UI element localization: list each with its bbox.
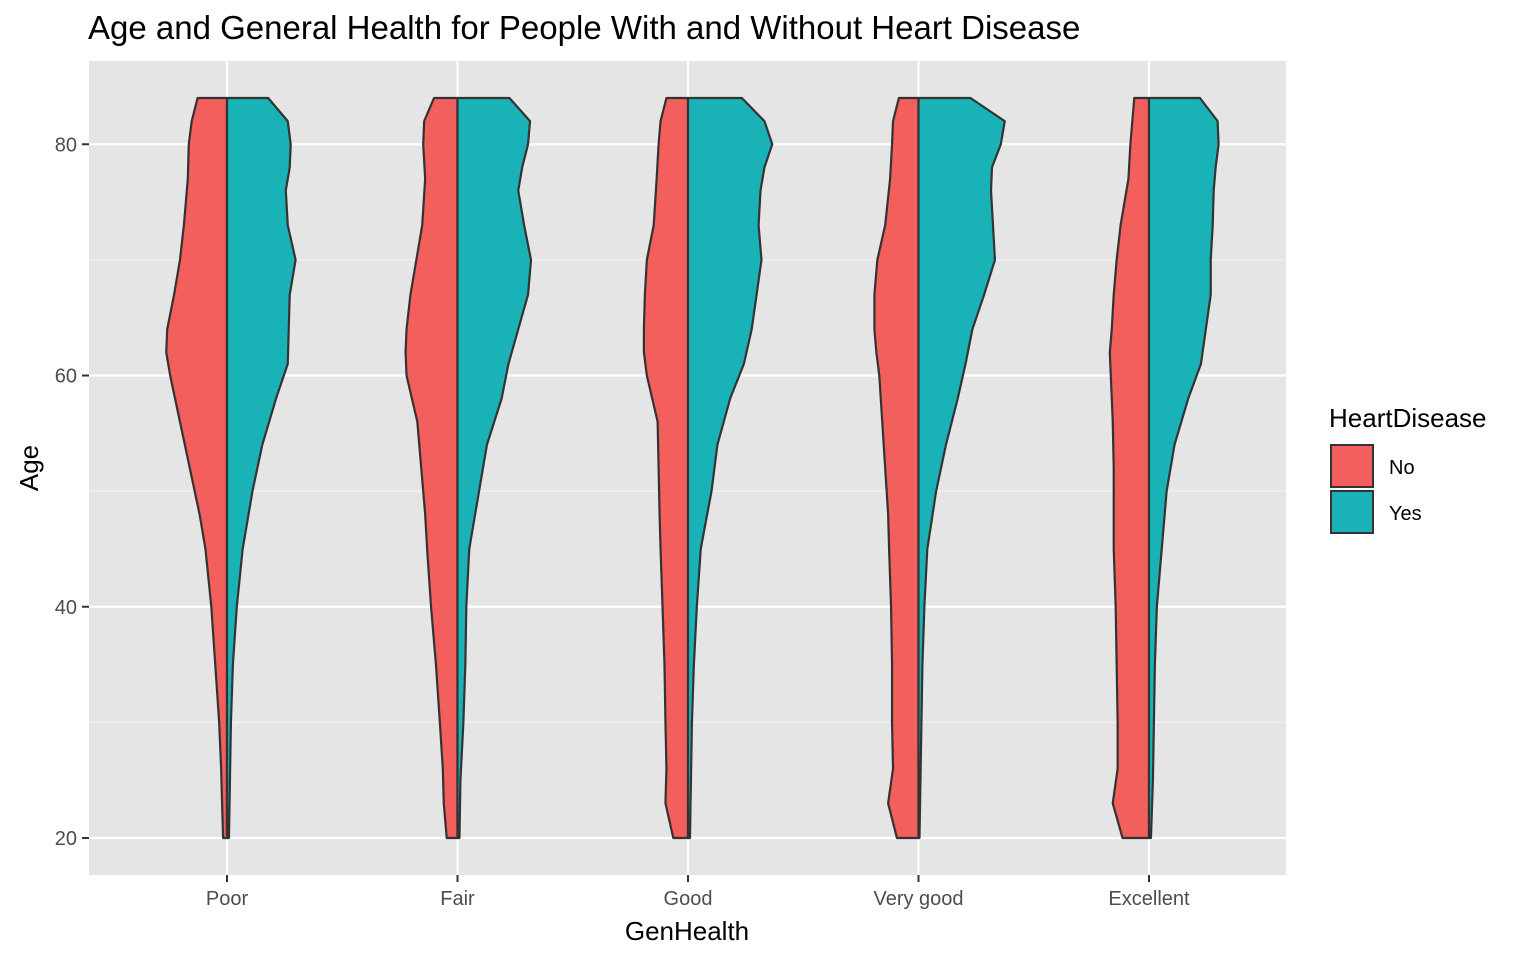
x-tick-label: Fair	[440, 888, 475, 910]
x-tick-label: Very good	[873, 888, 963, 910]
violin-yes-very-good	[917, 96, 1006, 840]
x-tick-label: Good	[664, 888, 713, 910]
legend-label-yes: Yes	[1389, 503, 1422, 525]
y-axis-title: Age	[14, 445, 44, 491]
legend: HeartDisease No Yes	[1329, 403, 1487, 534]
legend-label-no: No	[1389, 457, 1415, 479]
axes: 20 40 60 80 Poor Fair Good Very good Excellent	[55, 134, 1190, 910]
violin-no-excellent	[1108, 96, 1151, 840]
violins	[165, 96, 1220, 840]
violin-yes-poor	[225, 96, 297, 840]
legend-key-yes	[1330, 490, 1374, 534]
legend-key-no	[1330, 444, 1374, 488]
violin-no-good	[642, 96, 690, 840]
x-tick-label: Excellent	[1108, 888, 1190, 910]
violin-yes-fair	[456, 96, 533, 840]
chart-title: Age and General Health for People With a…	[88, 9, 1080, 46]
violin-no-fair	[404, 96, 459, 840]
y-tick-label: 40	[55, 597, 77, 619]
x-tick-label: Poor	[206, 888, 249, 910]
violin-yes-excellent	[1147, 96, 1220, 840]
y-tick-label: 20	[55, 828, 77, 850]
violin-no-very-good	[873, 96, 920, 840]
y-tick-label: 80	[55, 134, 77, 156]
violin-no-poor	[165, 96, 229, 840]
legend-title: HeartDisease	[1329, 403, 1487, 433]
x-axis-title: GenHealth	[625, 916, 749, 946]
y-tick-label: 60	[55, 366, 77, 388]
violin-yes-good	[686, 96, 774, 840]
